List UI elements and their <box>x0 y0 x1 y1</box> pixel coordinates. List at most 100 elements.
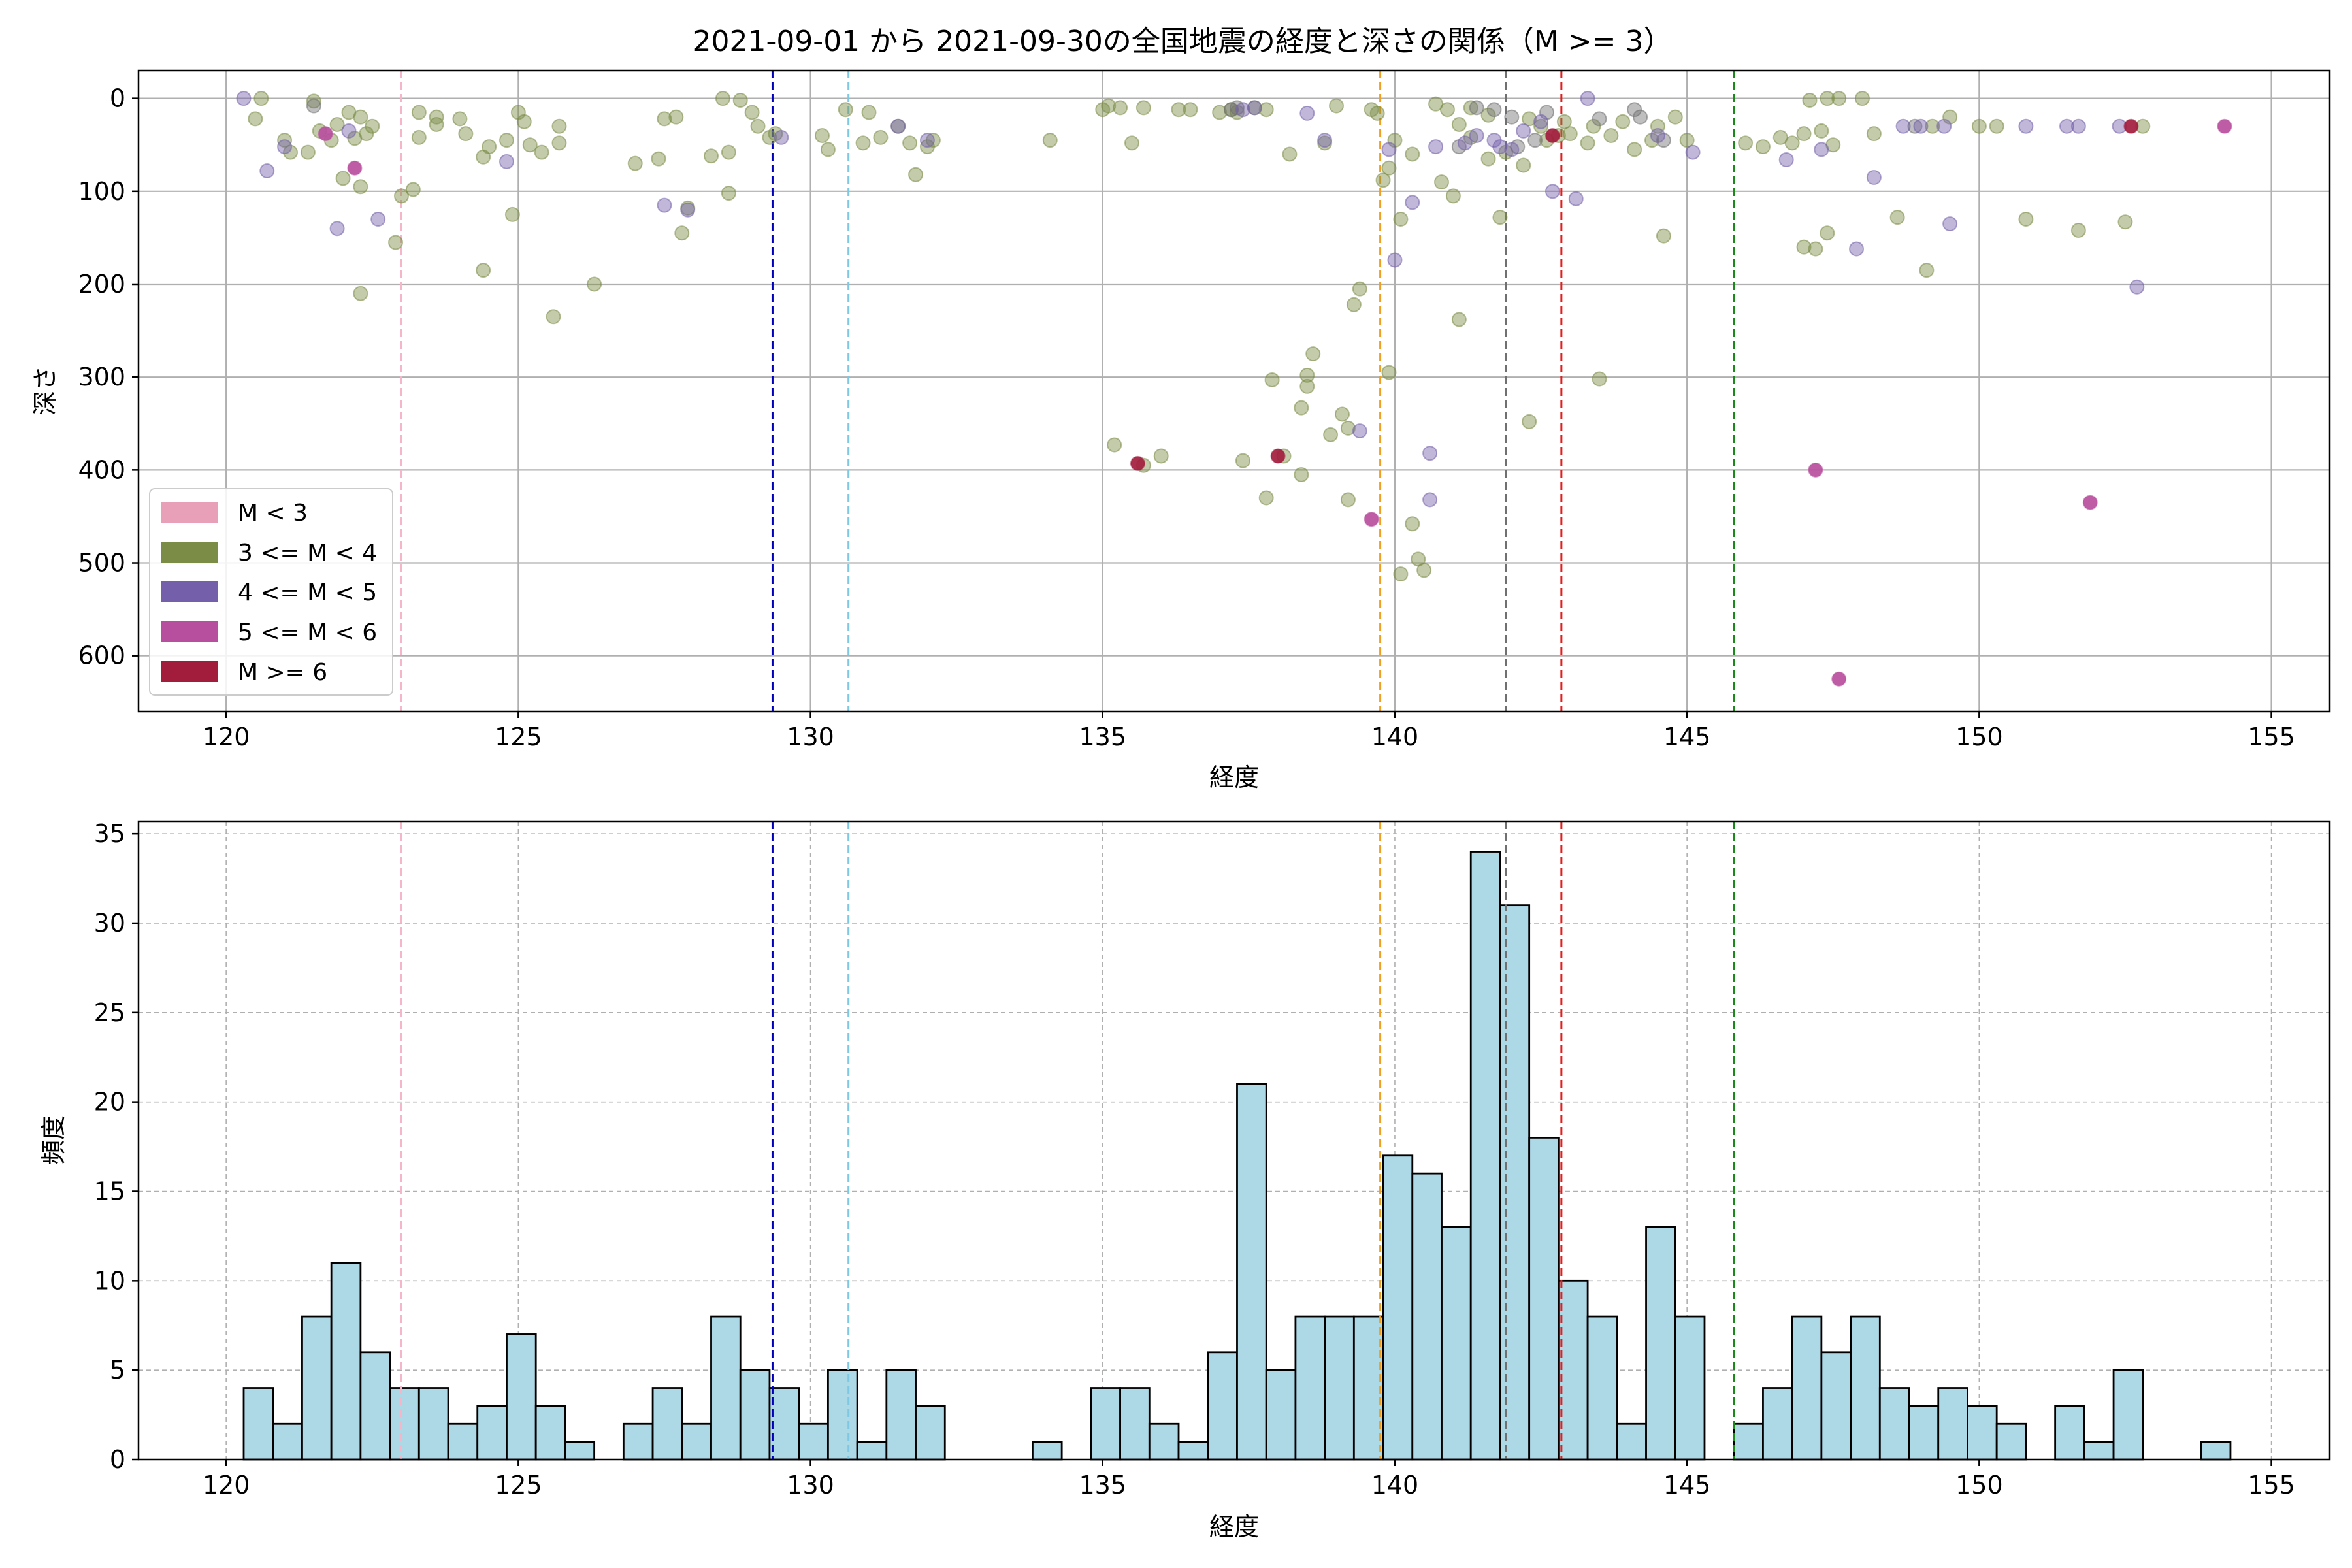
scatter-point <box>861 105 877 120</box>
scatter-point <box>1919 263 1935 278</box>
scatter-point-strong <box>2124 119 2138 133</box>
scatter-point <box>1124 135 1139 151</box>
scatter-point <box>1527 133 1543 148</box>
legend-swatch <box>161 502 218 523</box>
scatter-point <box>1101 98 1117 114</box>
scatter-point <box>516 114 532 129</box>
histogram-bars <box>242 851 2232 1461</box>
scatter-point-strong <box>1364 512 1379 527</box>
scatter-point <box>1516 157 1531 173</box>
histogram-bar <box>1469 851 1501 1461</box>
scatter-point <box>1463 100 1478 116</box>
scatter-point <box>1889 210 1905 225</box>
scatter-point <box>353 109 368 125</box>
scatter-point <box>1329 98 1345 114</box>
histogram-bar <box>1850 1315 1881 1461</box>
scatter-point <box>1299 367 1315 383</box>
histogram-x-axis-label: 経度 <box>1209 1512 1259 1541</box>
histogram-bar <box>2054 1405 2085 1461</box>
scatter-point <box>1522 414 1537 429</box>
scatter-point <box>704 148 719 164</box>
scatter-point <box>1405 146 1420 162</box>
scatter-point <box>1913 118 1929 134</box>
scatter-point-strong <box>1832 672 1846 686</box>
scatter-y-tick-label: 600 <box>78 642 125 670</box>
scatter-point <box>1381 142 1397 157</box>
scatter-point <box>1820 91 1835 106</box>
histogram-bar <box>1265 1369 1297 1461</box>
scatter-x-tick-label: 140 <box>1371 723 1419 751</box>
scatter-point <box>1381 365 1397 380</box>
scatter-x-tick-label: 135 <box>1079 723 1126 751</box>
scatter-point <box>1294 400 1309 416</box>
scatter-point <box>306 93 321 109</box>
scatter-point <box>721 186 736 201</box>
scatter-point <box>1346 297 1362 312</box>
histogram-bar <box>359 1351 391 1461</box>
histogram-x-tick-label: 135 <box>1079 1471 1126 1499</box>
scatter-point <box>1592 111 1607 127</box>
histogram-bar <box>1382 1154 1414 1461</box>
scatter-point <box>1305 346 1321 362</box>
scatter-point <box>458 126 474 142</box>
scatter-point <box>1592 371 1607 387</box>
histogram-x-tick-label: 125 <box>495 1471 542 1499</box>
histogram-bar <box>2083 1441 2115 1461</box>
scatter-point <box>1615 114 1631 129</box>
legend-label: M >= 6 <box>238 659 327 686</box>
scatter-point <box>750 118 766 134</box>
scatter-point <box>1381 160 1397 176</box>
scatter-point-strong <box>1130 456 1145 470</box>
scatter-point <box>1516 123 1531 139</box>
histogram-y-tick-label: 5 <box>110 1356 125 1384</box>
scatter-point <box>2059 118 2075 134</box>
histogram-y-tick-label: 35 <box>94 819 125 848</box>
histogram-bar <box>1090 1387 1121 1461</box>
scatter-x-tick-label: 145 <box>1663 723 1711 751</box>
scatter-point-strong <box>2217 119 2232 133</box>
scatter-point <box>1405 195 1420 210</box>
scatter-point <box>429 116 444 132</box>
scatter-point <box>1480 107 1496 123</box>
scatter-point <box>1107 437 1122 453</box>
scatter-point <box>1796 239 1812 255</box>
scatter-y-tick-label: 200 <box>78 270 125 299</box>
histogram-bar <box>651 1387 683 1461</box>
scatter-y-tick-label: 400 <box>78 455 125 484</box>
histogram-y-tick-label: 10 <box>94 1266 125 1295</box>
histogram-bar <box>389 1387 420 1461</box>
scatter-point <box>1375 172 1391 188</box>
scatter-point <box>1802 92 1818 108</box>
scatter-point <box>902 135 918 151</box>
scatter-point <box>1942 216 1958 232</box>
scatter-point <box>393 188 409 204</box>
scatter-point <box>1451 116 1467 132</box>
scatter-point <box>1831 91 1847 106</box>
scatter-point <box>253 91 269 106</box>
scatter-point <box>1282 146 1298 162</box>
scatter-point <box>2117 214 2133 230</box>
scatter-point <box>388 235 404 250</box>
legend-frame <box>149 488 393 696</box>
histogram-bar <box>476 1405 508 1461</box>
scatter-point <box>452 111 468 127</box>
histogram-bar <box>681 1422 712 1461</box>
legend-swatch <box>161 542 218 563</box>
scatter-point <box>411 105 427 120</box>
histogram-bar <box>1937 1387 1968 1461</box>
scatter-point <box>1469 100 1484 116</box>
scatter-legend: M < 3 3 <= M < 4 4 <= M < 5 5 <= M < 6 M >= … <box>149 488 393 696</box>
scatter-point <box>1264 372 1280 387</box>
scatter-point-strong <box>1545 129 1560 143</box>
histogram-bar <box>885 1369 917 1461</box>
histogram-bar <box>1557 1279 1589 1461</box>
scatter-point <box>329 221 345 237</box>
histogram-bar <box>856 1441 888 1461</box>
legend-swatch <box>161 661 218 682</box>
scatter-point <box>1796 126 1812 142</box>
scatter-point <box>908 167 924 182</box>
scatter-point <box>504 206 520 222</box>
scatter-point <box>925 133 941 148</box>
scatter-point <box>2070 223 2086 238</box>
scatter-points <box>236 91 2232 687</box>
